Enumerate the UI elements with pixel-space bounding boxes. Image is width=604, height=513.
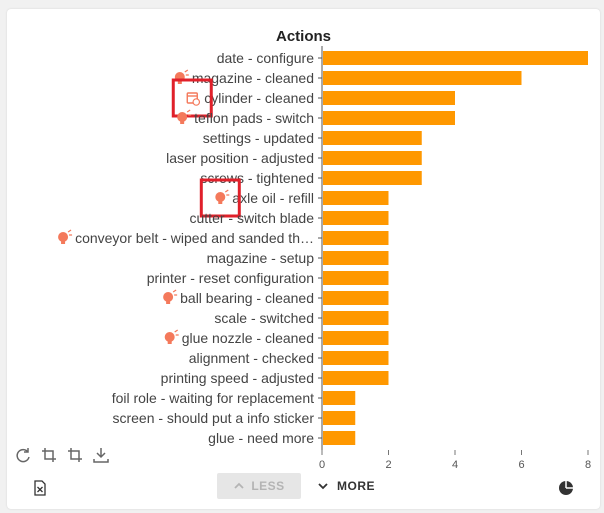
download-icon[interactable] [91,445,111,465]
category-label: date - configure [217,50,314,66]
bulb-base [218,201,223,204]
category-label: magazine - cleaned [192,70,314,86]
bar [323,111,455,125]
refresh-icon[interactable] [13,445,33,465]
x-tick-label: 2 [385,459,391,471]
bulb-shape [177,112,188,122]
bar [323,371,389,385]
bulb-base [177,81,182,84]
bar-chart: date - configure magazine - cleaned cylind… [58,46,591,471]
bar [323,71,522,85]
more-label: MORE [337,479,375,493]
category-label: settings - updated [203,130,314,146]
bar [323,391,356,405]
category-label: teflon pads - switch [194,110,314,126]
crop-icon[interactable] [39,445,59,465]
bar [323,171,422,185]
category-label: laser position - adjusted [166,150,314,166]
bulb-base [61,241,66,244]
x-tick-label: 4 [452,459,458,471]
category-label: alignment - checked [189,350,314,366]
highlight-box [171,78,213,118]
idea-icon [163,289,178,304]
calendar-clock [192,98,201,106]
idea-icon [174,69,189,84]
less-label: LESS [251,479,285,493]
bar [323,351,389,365]
category-label: ball bearing - cleaned [180,290,314,306]
bar [323,231,389,245]
idea-icon [215,189,230,204]
bar [323,291,389,305]
category-label: scale - switched [214,310,314,326]
chevron-down-icon [318,483,328,490]
category-label: foil role - waiting for replacement [112,390,314,406]
bar [323,251,389,265]
bar [323,311,389,325]
actions-card: Actions date - configure magazine - clean… [7,9,600,509]
calendar-icon [186,92,201,106]
chart-toolbar [13,445,111,465]
bar [323,211,389,225]
highlight-box [199,178,241,218]
category-label: screen - should put a info sticker [112,410,314,426]
idea-icon [58,229,73,244]
bar [323,51,588,65]
idea-icon [164,329,179,344]
pie-chart-icon[interactable] [557,479,575,497]
bulb-shape [164,332,175,342]
category-label: printing speed - adjusted [161,370,314,386]
more-button[interactable]: MORE [309,473,383,499]
bulb-base [166,301,171,304]
category-label: cylinder - cleaned [204,90,314,106]
x-tick-label: 8 [585,459,591,471]
calendar-body [186,92,198,104]
bulb-rays [174,329,179,336]
bulb-base [180,121,185,124]
bulb-rays [172,289,178,296]
less-button[interactable]: LESS [217,473,301,499]
category-label: screws - tightened [200,170,314,186]
bulb-shape [58,232,69,242]
x-tick-label: 0 [319,459,325,471]
category-label: axle oil - refill [232,190,314,206]
bar [323,91,455,105]
bar [323,431,356,445]
category-label: glue nozzle - cleaned [182,330,314,346]
bulb-rays [186,109,192,116]
bar [323,151,422,165]
idea-icon [177,109,192,124]
category-label: magazine - setup [207,250,315,266]
category-label: glue - need more [208,430,314,446]
bulb-rays [224,189,230,196]
bulb-shape [163,292,174,302]
category-label: cutter - switch blade [190,210,315,226]
bulb-rays [184,69,189,76]
bulb-base [167,341,172,344]
bar [323,191,389,205]
bar [323,411,356,425]
bulb-shape [215,192,226,202]
chevron-up-icon [234,482,244,489]
bar [323,331,389,345]
bulb-rays [67,229,73,236]
bar [323,271,389,285]
category-label: conveyor belt - wiped and sanded th… [75,230,314,246]
x-tick-label: 6 [518,459,524,471]
bar [323,131,422,145]
category-label: printer - reset configuration [147,270,314,286]
chart-title: Actions [275,28,331,45]
zoom-reset-icon[interactable] [65,445,85,465]
excel-export-icon[interactable] [31,479,49,497]
